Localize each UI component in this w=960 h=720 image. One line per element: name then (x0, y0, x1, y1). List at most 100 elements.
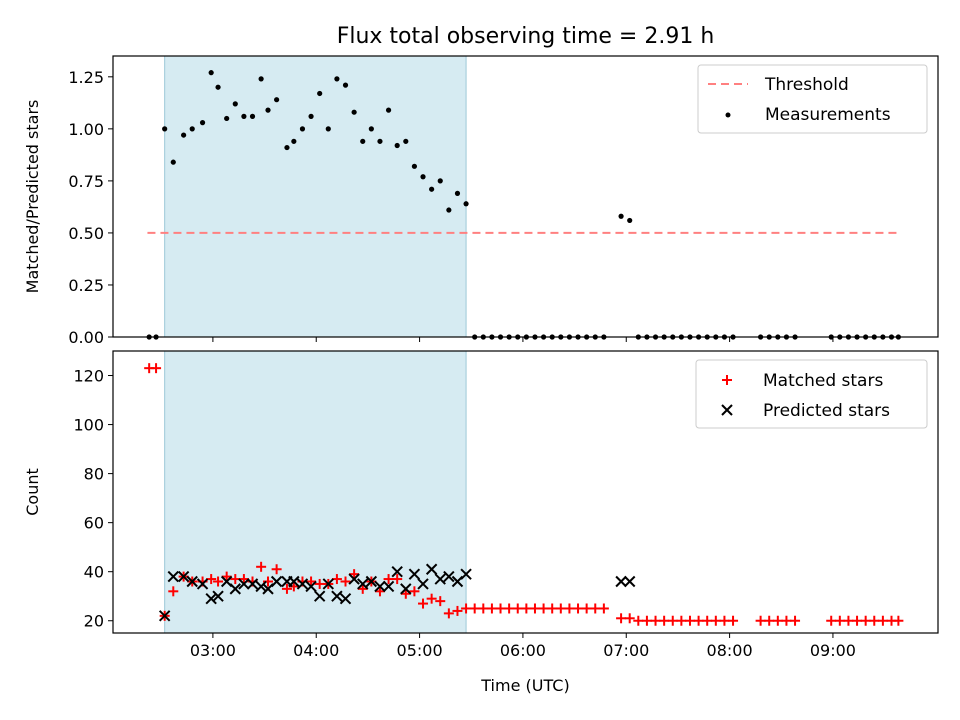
measurement-point (170, 159, 176, 165)
matched-stars-point (538, 603, 549, 614)
matched-stars-point (418, 598, 429, 609)
matched-stars-point (772, 615, 783, 626)
matched-stars-point (719, 615, 730, 626)
matched-stars-point (641, 615, 652, 626)
y-tick-label: 1.25 (68, 68, 104, 87)
predicted-stars-point (158, 610, 171, 622)
predicted-stars-point (238, 578, 250, 590)
predicted-stars-point (212, 590, 224, 602)
x-tick-label: 09:00 (810, 641, 856, 660)
predicted-stars-point (382, 580, 395, 593)
predicted-stars-point (331, 590, 343, 602)
matched-stars-point (877, 615, 888, 626)
matched-stars-point (529, 603, 540, 614)
measurement-point (258, 76, 264, 82)
legend-threshold-label: Threshold (764, 75, 849, 95)
measurement-point (162, 126, 168, 132)
measurement-point (437, 178, 443, 184)
measurement-point (291, 138, 297, 144)
matched-stars-point (869, 615, 880, 626)
matched-stars-point (486, 603, 497, 614)
predicted-stars-point (615, 575, 627, 588)
measurement-point (274, 97, 280, 103)
measurement-point (454, 190, 461, 196)
predicted-stars-point (270, 575, 283, 588)
legend-x-marker (721, 404, 733, 416)
observing-interval-shade (164, 350, 467, 634)
legend-predicted-stars-swatch (721, 404, 733, 416)
matched-stars-point (512, 603, 523, 614)
predicted-stars-point (391, 565, 403, 578)
matched-stars-point (495, 603, 506, 614)
predicted-stars-point (255, 580, 267, 593)
measurement-point (360, 138, 366, 144)
y-tick-label: 0.75 (68, 172, 104, 191)
legend-matched-stars-label: Matched stars (763, 371, 883, 391)
predicted-stars-point (374, 580, 386, 593)
measurement-point (618, 213, 624, 219)
matched-stars-point (409, 586, 420, 597)
measurement-point (284, 144, 290, 151)
predicted-stars-point (313, 590, 326, 602)
measurement-point (265, 107, 271, 113)
observing-interval-shade (164, 55, 467, 338)
matched-stars-point (435, 596, 446, 607)
matched-stars-point (710, 615, 721, 626)
predicted-stars-point (196, 578, 209, 590)
matched-stars-point (893, 615, 904, 626)
matched-stars-point (826, 615, 837, 626)
matched-stars-point (206, 574, 217, 585)
predicted-stars-point (417, 578, 429, 590)
matched-stars-point (781, 615, 792, 626)
measurement-point (317, 90, 323, 97)
predicted-stars-point (348, 573, 360, 585)
matched-stars-point (555, 603, 566, 614)
matched-stars-point (564, 603, 575, 614)
predicted-stars-point (425, 563, 438, 575)
y-tick-label: 120 (73, 367, 104, 386)
matched-stars-point (633, 615, 644, 626)
predicted-stars-point (322, 578, 334, 590)
predicted-stars-point (408, 568, 421, 580)
matched-stars-point (392, 574, 403, 585)
matched-stars-point (790, 615, 801, 626)
matched-stars-point (383, 574, 394, 585)
matched-stars-point (314, 578, 325, 589)
matched-stars-point (504, 603, 515, 614)
measurement-point (377, 138, 383, 144)
matched-stars-point (860, 615, 871, 626)
matched-stars-point (676, 615, 687, 626)
predicted-stars-point (288, 575, 300, 588)
matched-stars-point (667, 615, 678, 626)
legend-measurements-label: Measurements (765, 105, 891, 125)
top-panel: 0.00 0.25 0.50 0.75 1.00 1.25 Flux total obse… (23, 24, 939, 347)
predicted-stars-point (623, 575, 636, 588)
bottom-panel-y-axis-label: Count (23, 468, 42, 516)
matched-stars-point (478, 603, 489, 614)
measurement-point (224, 115, 230, 122)
y-tick-label: 100 (73, 416, 104, 435)
y-tick-label: 0.25 (68, 276, 104, 295)
predicted-stars-point (305, 580, 317, 593)
x-tick-label: 08:00 (707, 641, 753, 660)
bottom-panel: 20 40 60 80 100 120 03:00 04:00 05:00 06:00 07:00 0… (23, 350, 939, 695)
y-tick-label: 1.00 (68, 120, 104, 139)
matched-stars-point (702, 615, 713, 626)
predicted-stars-point (460, 568, 472, 580)
y-tick-label: 40 (84, 563, 104, 582)
measurement-point (463, 201, 469, 207)
measurement-point (429, 186, 435, 192)
matched-stars-point (331, 574, 342, 585)
matched-stars-point (684, 615, 695, 626)
x-tick-label: 04:00 (293, 641, 339, 660)
matched-stars-point (573, 603, 584, 614)
matched-stars-point (728, 615, 739, 626)
predicted-stars-point (186, 575, 198, 588)
matched-stars-point (764, 615, 775, 626)
bottom-panel-frame (112, 350, 939, 634)
predicted-stars-point (339, 592, 352, 605)
legend-measurements-swatch (725, 112, 731, 118)
measurement-point (403, 138, 409, 144)
matched-stars-point (426, 593, 437, 604)
x-tick-label: 03:00 (190, 641, 236, 660)
